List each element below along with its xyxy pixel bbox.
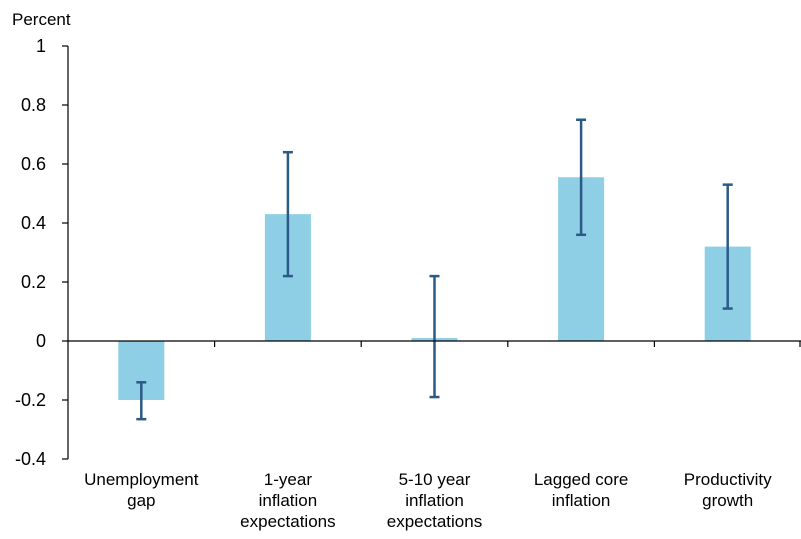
x-category-label: Productivity growth <box>684 470 772 510</box>
axes <box>67 46 801 459</box>
x-category-label: Unemployment gap <box>84 470 199 510</box>
error-bars <box>136 118 733 421</box>
y-tick-label: 0 <box>36 331 46 351</box>
x-category-label: 1-year inflation expectations <box>240 470 335 531</box>
y-tick-label: 0.6 <box>21 154 46 174</box>
y-tick-label: -0.4 <box>15 449 46 469</box>
y-axis-label: Percent <box>12 10 71 29</box>
x-axis-labels: Unemployment gap 1-year inflation expectatio… <box>84 470 772 531</box>
y-axis-ticks: 1 0.8 0.6 0.4 0.2 0 -0.2 -0.4 <box>15 36 68 469</box>
y-tick-label: 1 <box>36 36 46 56</box>
y-tick-label: 0.4 <box>21 213 46 233</box>
x-category-label: Lagged core inflation <box>534 470 629 510</box>
y-tick-label: 0.2 <box>21 272 46 292</box>
y-tick-label: 0.8 <box>21 95 46 115</box>
x-category-label: 5-10 year inflation expectations <box>387 470 482 531</box>
bars <box>118 177 751 400</box>
y-tick-label: -0.2 <box>15 390 46 410</box>
